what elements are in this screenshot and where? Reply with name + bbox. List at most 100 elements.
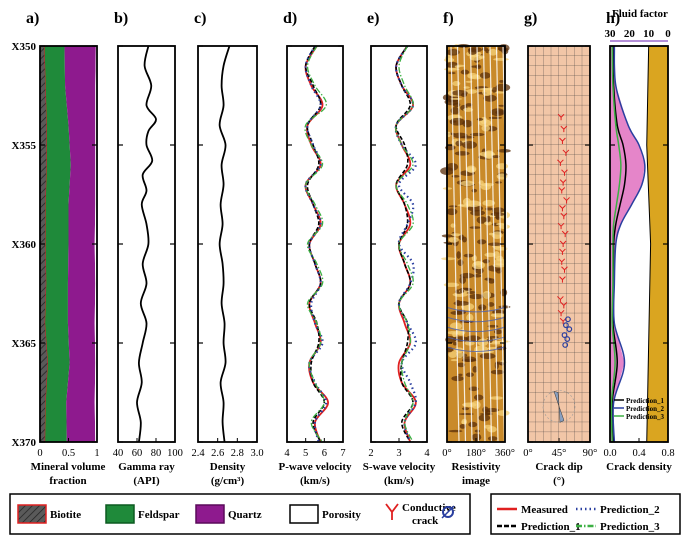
x-axis-unit: (km/s)	[384, 475, 414, 487]
resistivity-blob	[499, 79, 505, 83]
resistivity-blob	[481, 47, 489, 51]
resistivity-blob	[484, 221, 492, 226]
legend-label: Feldspar	[138, 509, 180, 521]
resistivity-blob	[465, 103, 473, 107]
x-tick-label: 4	[424, 448, 430, 459]
resistivity-blob	[498, 104, 505, 107]
x-tick-label: 3	[396, 448, 401, 459]
resistivity-image	[440, 44, 512, 443]
x-tick-label: 0°	[523, 448, 532, 459]
resistivity-blob	[479, 353, 496, 360]
depth-tick-label: X365	[12, 338, 37, 350]
mineral-area-feldspar	[44, 46, 71, 442]
fracture-trace	[482, 45, 493, 443]
resistivity-blob	[441, 257, 456, 261]
induced-trace	[446, 336, 506, 343]
x-tick-label: 2	[368, 448, 373, 459]
x-tick-label: 0.0	[603, 448, 616, 459]
resistivity-blob	[469, 226, 481, 229]
legend-label: Biotite	[50, 509, 81, 521]
panel-letter: b)	[114, 10, 128, 27]
crack-density-prediction_1	[611, 45, 627, 443]
fracture-trace	[456, 45, 467, 443]
fracture-trace	[463, 45, 473, 443]
legend-swatch	[195, 504, 225, 524]
resistivity-blob	[461, 141, 478, 149]
legend-swatch	[17, 504, 47, 524]
x-tick-label: 5	[303, 448, 308, 459]
legend-induced-symbol	[442, 506, 454, 518]
depth-tick-label: X350	[12, 41, 37, 53]
legend-label: crack	[412, 515, 439, 527]
resistivity-blob	[448, 429, 463, 433]
resistivity-blob	[468, 48, 478, 55]
conductive-crack-marker	[557, 309, 565, 317]
conductive-crack-marker	[560, 125, 568, 133]
resistivity-blob	[453, 132, 468, 139]
inline-legend-label: Prediction_1	[626, 397, 664, 405]
resistivity-blob	[449, 117, 465, 126]
resistivity-blob	[489, 396, 503, 400]
resistivity-blob	[488, 232, 494, 236]
resistivity-blob	[451, 175, 460, 178]
conductive-crack-marker	[557, 222, 565, 230]
legend-label: Measured	[521, 504, 568, 516]
crack-dip-grid	[528, 46, 590, 442]
x-tick-label: 6	[322, 448, 327, 459]
panel-frame	[197, 45, 258, 443]
conductive-crack-marker	[561, 266, 568, 273]
conductive-crack-marker	[559, 179, 567, 186]
x-tick-label: 0.8	[661, 448, 674, 459]
conductive-crack-marker	[559, 137, 566, 145]
resistivity-blob	[463, 287, 473, 291]
resistivity-blob	[492, 263, 506, 268]
resistivity-blob	[454, 151, 470, 156]
conductive-crack-marker	[558, 258, 566, 265]
x-tick-label: 1	[94, 448, 99, 459]
resistivity-blob	[475, 64, 482, 70]
resistivity-blob	[471, 433, 482, 442]
p-wave-prediction_1	[304, 45, 326, 443]
x-axis-label: Resistivity	[452, 461, 501, 473]
depth-tick-label: X355	[12, 140, 37, 152]
resistivity-blob	[497, 148, 511, 153]
s-wave-prediction_2	[394, 45, 418, 443]
x-axis-unit: (°)	[553, 475, 565, 487]
resistivity-blob	[449, 322, 462, 330]
resistivity-blob	[476, 117, 484, 121]
resistivity-blob	[496, 163, 509, 170]
x-axis-label: Gamma ray	[118, 461, 175, 473]
legend-right-frame	[490, 493, 681, 535]
resistivity-blob	[490, 212, 505, 217]
resistivity-blob	[461, 358, 477, 363]
induced-trace	[446, 316, 506, 323]
x-tick-label: 2.8	[231, 448, 244, 459]
panel-letter: h)	[606, 10, 620, 27]
x-tick-label: 0.5	[62, 448, 75, 459]
x-tick-label: 3.0	[250, 448, 263, 459]
conductive-crack-marker	[557, 296, 564, 303]
resistivity-blob	[456, 351, 464, 359]
fluid-factor-tick: 10	[643, 28, 655, 40]
resistivity-blob	[487, 242, 503, 246]
legend-swatch	[105, 504, 135, 524]
resistivity-blob	[495, 215, 500, 219]
panel-letter: e)	[367, 10, 379, 27]
resistivity-blob	[452, 341, 458, 346]
x-tick-label: 0.4	[632, 448, 646, 459]
resistivity-blob	[459, 272, 475, 279]
resistivity-blob	[473, 394, 484, 401]
resistivity-blob	[458, 413, 474, 416]
resistivity-blob	[472, 261, 485, 270]
fluid-factor-label: Fluid factor	[612, 8, 668, 20]
resistivity-blob	[459, 423, 466, 429]
legend-label: Quartz	[228, 509, 262, 521]
induced-crack-marker	[566, 326, 573, 333]
x-axis-unit: (km/s)	[300, 475, 330, 487]
inline-legend-label: Prediction_3	[626, 413, 664, 421]
conductive-crack-marker	[558, 187, 566, 194]
x-axis-label: Density	[210, 461, 246, 473]
resistivity-blob	[448, 237, 459, 243]
s-wave-prediction_1	[395, 45, 414, 443]
